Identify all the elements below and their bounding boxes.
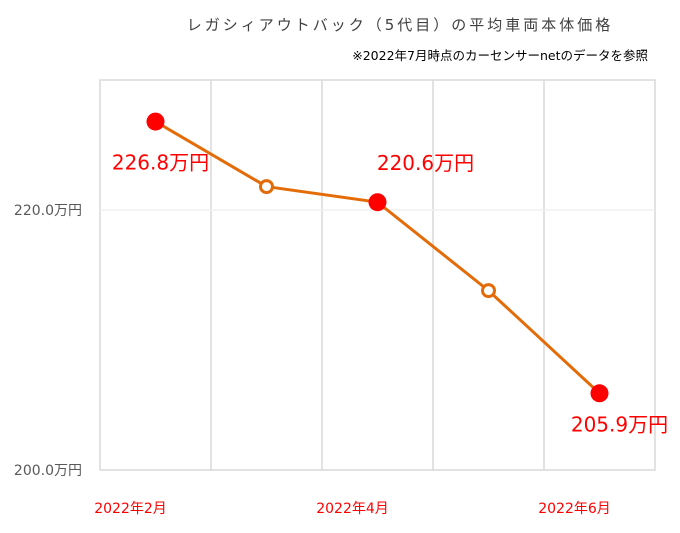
data-point-highlighted bbox=[590, 384, 609, 403]
x-tick-label: 2022年4月 bbox=[316, 501, 389, 517]
chart-subtitle: ※2022年7月時点のカーセンサーnetのデータを参照 bbox=[352, 48, 648, 63]
data-label: 226.8万円 bbox=[112, 151, 209, 175]
x-tick-label: 2022年2月 bbox=[94, 501, 167, 517]
data-point bbox=[481, 283, 496, 299]
data-point bbox=[259, 179, 274, 195]
y-tick-label: 200.0万円 bbox=[14, 463, 82, 479]
chart-title: レガシィアウトバック（5代目）の平均車両本体価格 bbox=[187, 16, 614, 34]
y-tick-label: 220.0万円 bbox=[14, 203, 82, 219]
data-label: 205.9万円 bbox=[571, 412, 668, 436]
plot-area-border bbox=[99, 79, 656, 471]
data-point-highlighted bbox=[368, 193, 387, 212]
data-point-highlighted bbox=[146, 112, 165, 131]
data-label: 220.6万円 bbox=[377, 151, 474, 175]
x-tick-label: 2022年6月 bbox=[538, 501, 611, 517]
